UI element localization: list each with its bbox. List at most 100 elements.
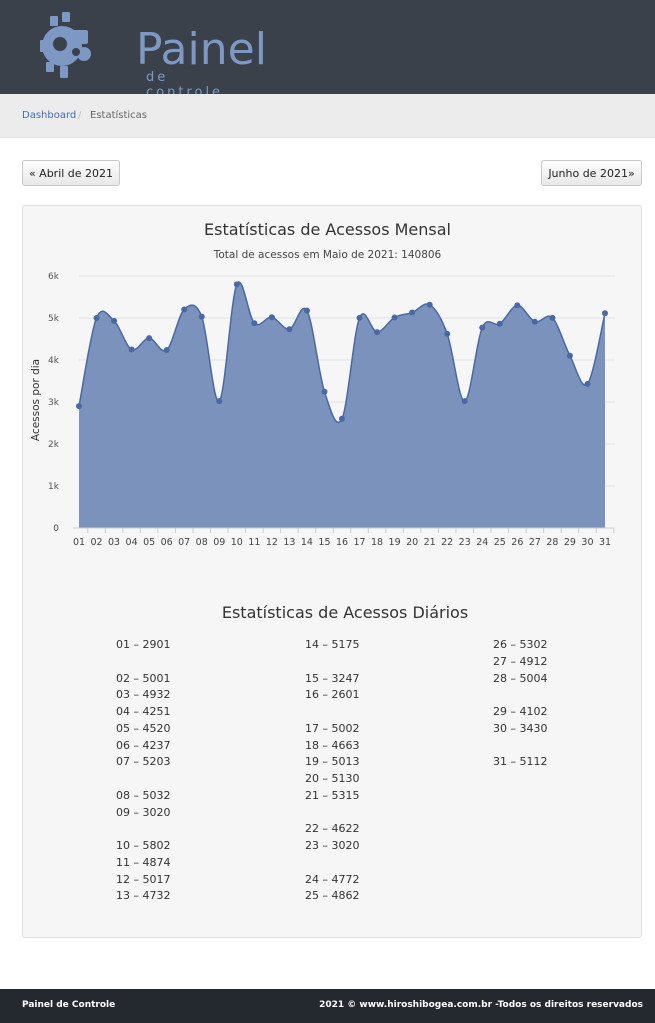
data-point[interactable] (216, 398, 223, 405)
data-point[interactable] (198, 313, 205, 320)
x-tick-label: 19 (389, 537, 401, 548)
y-tick-label: 2k (48, 440, 60, 450)
daily-entry: 07 – 5203 (116, 755, 171, 769)
daily-entry: 30 – 3430 (493, 721, 548, 735)
next-month-button[interactable]: Junho de 2021» (541, 160, 642, 186)
x-tick-label: 01 (73, 537, 85, 548)
series-area (79, 282, 605, 528)
daily-entry: 28 – 5004 (493, 671, 548, 685)
daily-entry: 02 – 5001 (116, 671, 171, 685)
daily-column-2: 14 – 5175 15 – 3247 16 – 2601 17 – 5002 18 –… (305, 637, 359, 905)
daily-entry: 23 – 3020 (305, 839, 360, 852)
previous-month-button[interactable]: « Abril de 2021 (22, 160, 120, 186)
data-point[interactable] (356, 314, 363, 321)
daily-entry (305, 654, 359, 671)
data-point[interactable] (251, 320, 258, 327)
data-point[interactable] (286, 326, 293, 333)
x-tick-label: 11 (248, 537, 260, 548)
data-point[interactable] (531, 318, 538, 325)
data-point[interactable] (374, 329, 381, 336)
x-tick-label: 30 (581, 537, 593, 548)
x-tick-label: 02 (90, 537, 102, 548)
x-tick-label: 06 (161, 537, 173, 548)
logo-title: Painel (136, 24, 267, 75)
x-tick-label: 28 (546, 537, 558, 548)
x-tick-label: 04 (126, 537, 138, 548)
data-point[interactable] (111, 317, 118, 324)
daily-entry (493, 687, 547, 704)
x-tick-label: 31 (599, 537, 611, 548)
x-tick-label: 13 (283, 537, 295, 548)
daily-entry: 03 – 4932 (116, 688, 171, 702)
daily-entry: 17 – 5002 (305, 721, 360, 735)
x-tick-label: 15 (318, 537, 330, 548)
daily-entry: 04 – 4251 (116, 705, 171, 718)
data-point[interactable] (391, 314, 398, 321)
data-point[interactable] (602, 310, 608, 317)
breadcrumb-dashboard-link[interactable]: Dashboard (22, 110, 77, 121)
x-tick-label: 27 (529, 537, 541, 548)
breadcrumb: Dashboard / Estatísticas (0, 94, 655, 138)
x-tick-label: 20 (406, 537, 418, 548)
daily-entry: 12 – 5017 (116, 872, 171, 886)
data-point[interactable] (181, 306, 188, 313)
daily-entry: 15 – 3247 (305, 671, 360, 685)
daily-entry: 21 – 5315 (305, 788, 360, 802)
x-tick-label: 23 (459, 537, 471, 548)
data-point[interactable] (268, 314, 275, 321)
footer: Painel de Controle 2021 © www.hiroshibog… (0, 989, 655, 1023)
data-point[interactable] (321, 388, 328, 395)
daily-entry: 13 – 4732 (116, 889, 171, 903)
x-tick-label: 16 (336, 537, 348, 548)
y-tick-label: 4k (48, 356, 60, 366)
x-tick-label: 26 (511, 537, 523, 548)
daily-entry: 11 – 4874 (116, 855, 171, 869)
daily-entry: 31 – 5112 (493, 755, 548, 769)
daily-entry: 16 – 2601 (305, 688, 360, 702)
data-point[interactable] (584, 380, 591, 387)
y-tick-label: 3k (48, 398, 60, 408)
data-point[interactable] (76, 403, 82, 410)
data-point[interactable] (496, 320, 503, 327)
x-tick-label: 17 (353, 537, 365, 548)
data-point[interactable] (163, 347, 170, 354)
daily-entry (305, 855, 359, 872)
y-tick-label: 1k (48, 482, 60, 492)
data-point[interactable] (461, 398, 468, 405)
daily-entry (116, 821, 170, 838)
daily-entry: 10 – 5802 (116, 839, 171, 852)
x-tick-label: 09 (213, 537, 225, 548)
footer-copyright[interactable]: 2021 © www.hiroshibogea.com.br -Todos os… (319, 1000, 643, 1010)
daily-entry: 19 – 5013 (305, 755, 360, 769)
x-tick-label: 21 (424, 537, 436, 548)
x-tick-label: 25 (494, 537, 506, 548)
data-point[interactable] (566, 352, 573, 359)
daily-entry: 09 – 3020 (116, 805, 171, 819)
data-point[interactable] (444, 330, 451, 337)
data-point[interactable] (128, 346, 135, 353)
data-point[interactable] (339, 415, 345, 422)
data-point[interactable] (233, 281, 240, 288)
x-tick-label: 18 (371, 537, 383, 548)
data-point[interactable] (303, 307, 310, 314)
puzzle-gear-icon (40, 12, 91, 78)
x-tick-label: 10 (231, 537, 243, 548)
daily-entry: 01 – 2901 (116, 638, 171, 651)
data-point[interactable] (409, 309, 416, 316)
data-point[interactable] (146, 335, 153, 342)
logo[interactable]: Painel de controle (40, 10, 267, 100)
data-point[interactable] (514, 302, 521, 309)
data-point[interactable] (549, 314, 556, 321)
daily-entry: 25 – 4862 (305, 889, 360, 903)
data-point[interactable] (479, 324, 486, 331)
daily-entry: 05 – 4520 (116, 721, 171, 735)
daily-column-3: 26 – 5302 27 – 4912 28 – 5004 29 – 4102 30 –… (493, 637, 547, 771)
y-tick-label: 0 (53, 524, 59, 534)
y-axis-label: Acessos por dia (30, 359, 42, 441)
data-point[interactable] (93, 314, 100, 321)
x-tick-label: 22 (441, 537, 453, 548)
x-tick-label: 14 (301, 537, 313, 548)
data-point[interactable] (426, 301, 433, 308)
x-tick-label: 12 (266, 537, 278, 548)
daily-entry: 24 – 4772 (305, 872, 360, 886)
